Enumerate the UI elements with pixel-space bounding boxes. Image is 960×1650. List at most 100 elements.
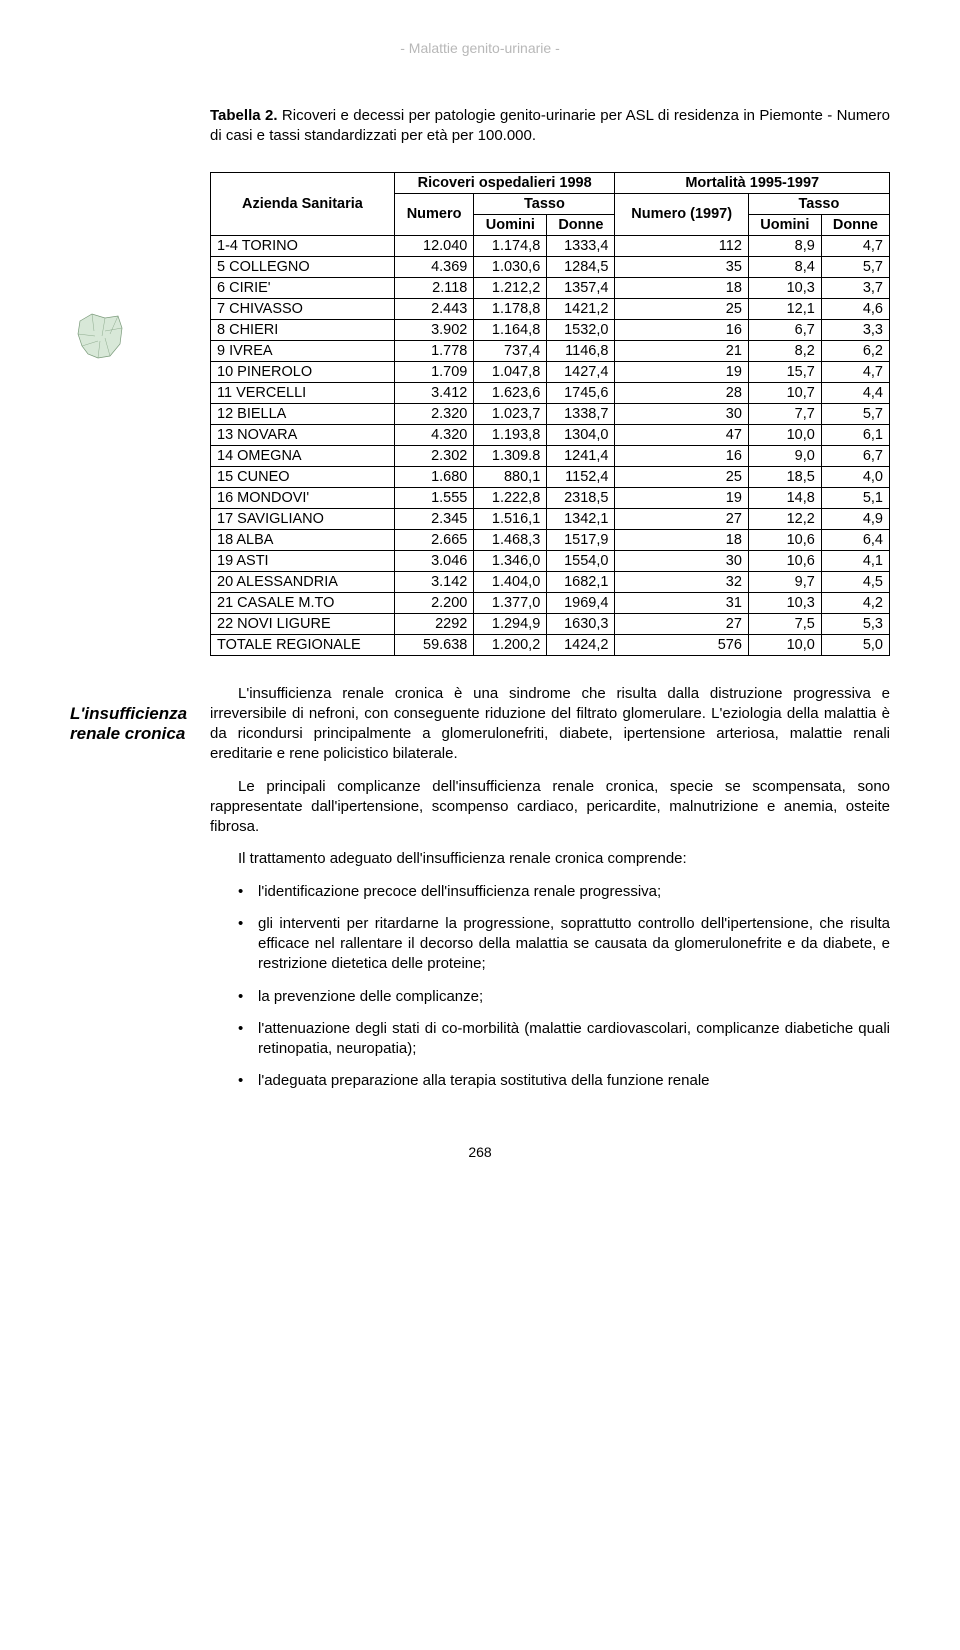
table-row: 13 NOVARA4.3201.193,81304,04710,06,1	[211, 424, 890, 445]
table-cell: 10,0	[748, 634, 821, 655]
table-row: 6 CIRIE'2.1181.212,21357,41810,33,7	[211, 277, 890, 298]
table-cell: 1.178,8	[474, 298, 547, 319]
table-cell: TOTALE REGIONALE	[211, 634, 395, 655]
table-row: 1-4 TORINO12.0401.174,81333,41128,94,7	[211, 235, 890, 256]
table-cell: 9,7	[748, 571, 821, 592]
table-cell: 1.047,8	[474, 361, 547, 382]
th-donne: Donne	[547, 214, 615, 235]
table-cell: 19	[615, 361, 748, 382]
table-cell: 1.709	[394, 361, 474, 382]
table-caption: Tabella 2. Ricoveri e decessi per patolo…	[210, 106, 890, 147]
table-cell: 1.778	[394, 340, 474, 361]
table-cell: 1333,4	[547, 235, 615, 256]
table-cell: 1745,6	[547, 382, 615, 403]
list-item: la prevenzione delle complicanze;	[238, 987, 890, 1007]
table-row: 21 CASALE M.TO2.2001.377,01969,43110,34,…	[211, 592, 890, 613]
table-cell: 1.623,6	[474, 382, 547, 403]
table-cell: 4,9	[821, 508, 889, 529]
table-cell: 880,1	[474, 466, 547, 487]
table-cell: 2.118	[394, 277, 474, 298]
table-cell: 10,6	[748, 529, 821, 550]
table-cell: 5,1	[821, 487, 889, 508]
table-cell: 27	[615, 613, 748, 634]
table-cell: 576	[615, 634, 748, 655]
table-cell: 1338,7	[547, 403, 615, 424]
table-row: 7 CHIVASSO2.4431.178,81421,22512,14,6	[211, 298, 890, 319]
table-cell: 30	[615, 550, 748, 571]
table-cell: 8,9	[748, 235, 821, 256]
th-uomini2: Uomini	[748, 214, 821, 235]
table-cell: 13 NOVARA	[211, 424, 395, 445]
table-cell: 5 COLLEGNO	[211, 256, 395, 277]
table-cell: 14,8	[748, 487, 821, 508]
paragraph-1: L'insufficienza renale cronica è una sin…	[210, 684, 890, 765]
table-cell: 6,4	[821, 529, 889, 550]
table-cell: 1284,5	[547, 256, 615, 277]
table-cell: 4,5	[821, 571, 889, 592]
table-cell: 4.320	[394, 424, 474, 445]
table-cell: 1342,1	[547, 508, 615, 529]
table-cell: 30	[615, 403, 748, 424]
table-row: 11 VERCELLI3.4121.623,61745,62810,74,4	[211, 382, 890, 403]
table-cell: 2292	[394, 613, 474, 634]
table-cell: 5,7	[821, 256, 889, 277]
table-cell: 15,7	[748, 361, 821, 382]
bullet-list: l'identificazione precoce dell'insuffici…	[238, 882, 890, 1092]
table-cell: 8,2	[748, 340, 821, 361]
table-cell: 1304,0	[547, 424, 615, 445]
table-cell: 18	[615, 277, 748, 298]
page-header: - Malattie genito-urinarie -	[70, 40, 890, 56]
table-cell: 31	[615, 592, 748, 613]
table-cell: 1.404,0	[474, 571, 547, 592]
table-cell: 4,2	[821, 592, 889, 613]
table-cell: 32	[615, 571, 748, 592]
caption-rest: Ricoveri e decessi per patologie genito-…	[210, 107, 890, 144]
table-row: 20 ALESSANDRIA3.1421.404,01682,1329,74,5	[211, 571, 890, 592]
table-row: 19 ASTI3.0461.346,01554,03010,64,1	[211, 550, 890, 571]
table-cell: 4.369	[394, 256, 474, 277]
table-cell: 27	[615, 508, 748, 529]
table-cell: 9,0	[748, 445, 821, 466]
table-cell: 21	[615, 340, 748, 361]
table-cell: 9 IVREA	[211, 340, 395, 361]
table-cell: 1421,2	[547, 298, 615, 319]
table-row: 12 BIELLA2.3201.023,71338,7307,75,7	[211, 403, 890, 424]
th-tasso2: Tasso	[748, 193, 889, 214]
table-cell: 25	[615, 466, 748, 487]
table-cell: 2.443	[394, 298, 474, 319]
table-cell: 19 ASTI	[211, 550, 395, 571]
table-row: 8 CHIERI3.9021.164,81532,0166,73,3	[211, 319, 890, 340]
table-cell: 25	[615, 298, 748, 319]
table-cell: 4,6	[821, 298, 889, 319]
table-cell: 7 CHIVASSO	[211, 298, 395, 319]
table-cell: 2.345	[394, 508, 474, 529]
table-cell: 19	[615, 487, 748, 508]
table-cell: 3,7	[821, 277, 889, 298]
table-cell: 1.555	[394, 487, 474, 508]
table-cell: 2.302	[394, 445, 474, 466]
table-cell: 16 MONDOVI'	[211, 487, 395, 508]
table-cell: 16	[615, 319, 748, 340]
data-table: Azienda Sanitaria Ricoveri ospedalieri 1…	[210, 172, 890, 656]
table-cell: 59.638	[394, 634, 474, 655]
th-azienda: Azienda Sanitaria	[211, 172, 395, 235]
left-gutter-2: L'insufficienza renale cronica	[70, 684, 200, 745]
table-cell: 8,4	[748, 256, 821, 277]
table-row: 16 MONDOVI'1.5551.222,82318,51914,85,1	[211, 487, 890, 508]
table-row: 18 ALBA2.6651.468,31517,91810,66,4	[211, 529, 890, 550]
table-cell: 3.142	[394, 571, 474, 592]
table-cell: 5,0	[821, 634, 889, 655]
map-icon	[70, 306, 130, 366]
th-mortalita: Mortalità 1995-1997	[615, 172, 890, 193]
list-item: gli interventi per ritardarne la progres…	[238, 914, 890, 975]
table-cell: 6,2	[821, 340, 889, 361]
table-cell: 1630,3	[547, 613, 615, 634]
table-cell: 1.377,0	[474, 592, 547, 613]
table-cell: 10,0	[748, 424, 821, 445]
table-cell: 21 CASALE M.TO	[211, 592, 395, 613]
th-tasso: Tasso	[474, 193, 615, 214]
table-cell: 1.468,3	[474, 529, 547, 550]
table-row: 10 PINEROLO1.7091.047,81427,41915,74,7	[211, 361, 890, 382]
body-text: L'insufficienza renale cronica è una sin…	[210, 684, 890, 1092]
table-cell: 2318,5	[547, 487, 615, 508]
